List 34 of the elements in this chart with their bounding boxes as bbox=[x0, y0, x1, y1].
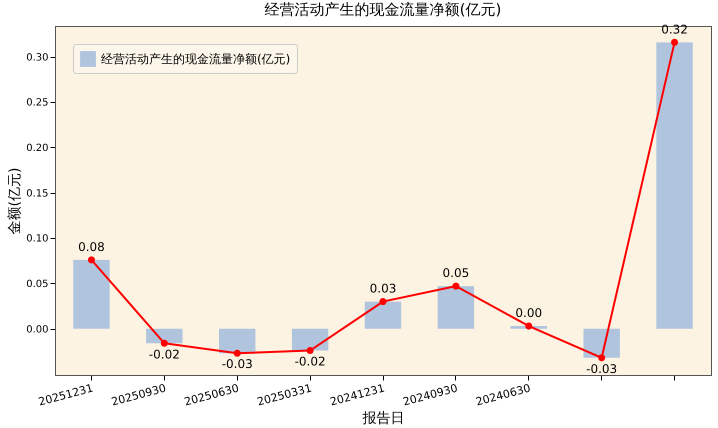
data-label: 0.08 bbox=[78, 240, 105, 254]
data-label: -0.03 bbox=[222, 357, 253, 372]
bar bbox=[73, 260, 110, 329]
data-label: 0.03 bbox=[370, 282, 396, 296]
point bbox=[671, 38, 678, 46]
x-axis-title: 报告日 bbox=[362, 410, 404, 427]
y-tick-label: 0.05 bbox=[26, 278, 48, 290]
data-label: -0.02 bbox=[148, 347, 180, 362]
data-label: 0.00 bbox=[515, 306, 542, 320]
legend-label: 经营活动产生的现金流量净额(亿元) bbox=[101, 52, 290, 66]
y-tick-label: 0.20 bbox=[26, 142, 48, 154]
chart-title: 经营活动产生的现金流量净额(亿元) bbox=[264, 0, 502, 18]
point bbox=[379, 298, 387, 306]
point bbox=[160, 340, 168, 347]
bar bbox=[656, 42, 693, 329]
bar bbox=[292, 328, 328, 351]
data-label: -0.03 bbox=[586, 362, 618, 376]
y-tick-label: 0.10 bbox=[26, 234, 48, 245]
bar bbox=[438, 286, 474, 329]
point bbox=[234, 350, 241, 357]
y-axis-title: 金额(亿元) bbox=[7, 168, 24, 234]
bar bbox=[219, 328, 256, 354]
point bbox=[88, 256, 95, 264]
y-tick-label: 0.30 bbox=[26, 52, 48, 64]
y-tick-label: 0.25 bbox=[26, 98, 48, 109]
point bbox=[452, 282, 460, 290]
point bbox=[306, 346, 314, 354]
data-label: -0.02 bbox=[294, 354, 326, 369]
y-tick-label: 0.15 bbox=[26, 188, 48, 200]
bar bbox=[364, 302, 402, 329]
point bbox=[598, 354, 606, 362]
point bbox=[525, 322, 532, 330]
y-tick-label: 0.00 bbox=[26, 324, 48, 336]
data-label: 0.05 bbox=[442, 266, 470, 280]
